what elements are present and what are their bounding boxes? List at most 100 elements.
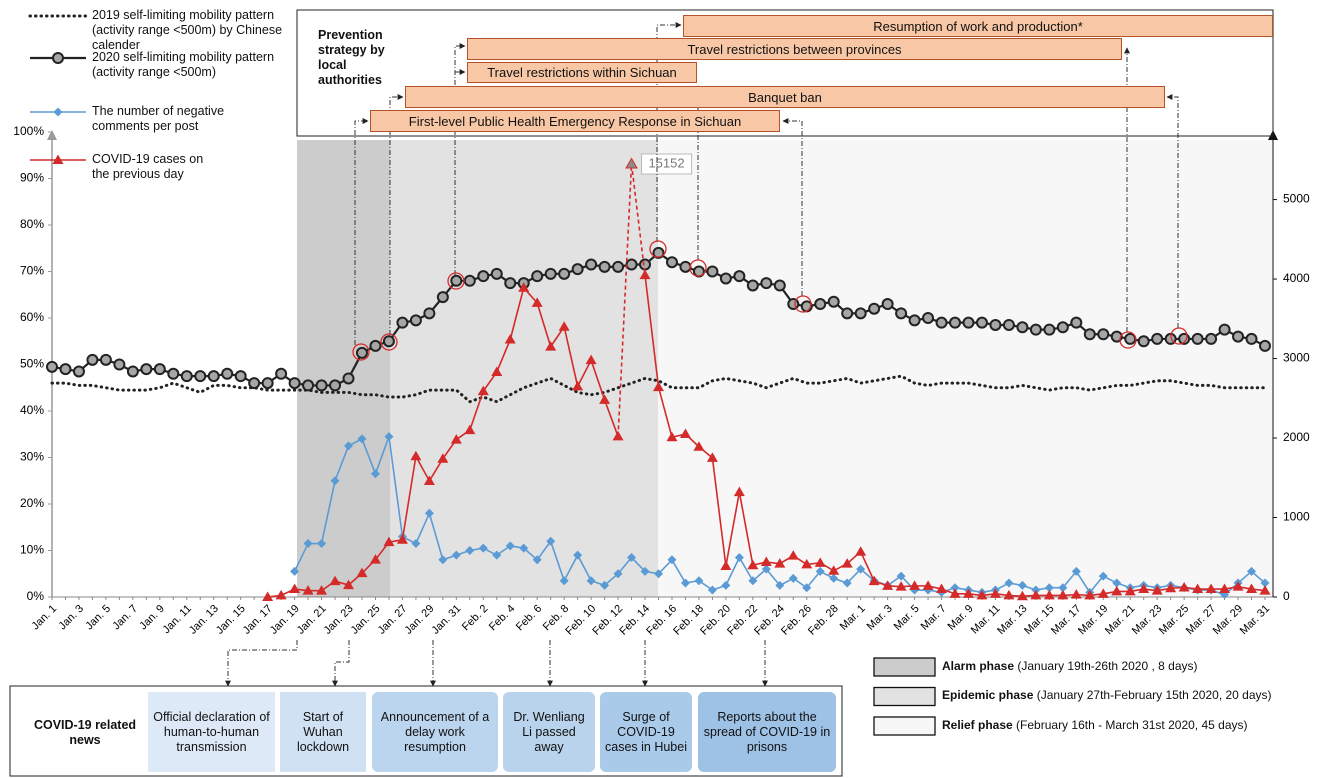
highlight-circle: [447, 272, 465, 290]
point-marker: [437, 453, 449, 463]
phase-detail: (January 19th-26th 2020 , 8 days): [1017, 659, 1198, 673]
x-tick-label: Jan. 31: [430, 603, 464, 637]
connector: [656, 22, 682, 242]
point-marker: [572, 380, 584, 391]
point-marker: [1138, 583, 1150, 594]
point-marker: [505, 541, 515, 551]
point-marker: [423, 475, 435, 485]
value-label: 15152: [648, 155, 684, 170]
point-marker: [558, 321, 570, 331]
point-marker: [719, 272, 732, 285]
point-marker: [748, 576, 758, 586]
point-marker: [344, 441, 354, 451]
x-tick-label: Feb. 2: [460, 603, 491, 634]
point-marker: [396, 534, 408, 544]
highlight-circle: [1170, 327, 1188, 345]
point-marker: [625, 258, 638, 271]
point-marker: [451, 550, 461, 560]
phase-swatch: [873, 686, 936, 707]
x-tick-label: Jan. 25: [349, 603, 383, 637]
point-marker: [707, 585, 717, 595]
point-marker: [140, 363, 153, 376]
point-marker: [356, 567, 368, 578]
point-marker: [545, 341, 557, 351]
off-scale-marker: [625, 157, 638, 169]
point-marker: [1191, 332, 1204, 345]
point-marker: [815, 566, 825, 576]
point-marker: [288, 377, 301, 390]
point-marker: [571, 263, 584, 276]
point-marker: [369, 554, 381, 564]
x-tick-label: Feb. 4: [487, 603, 518, 634]
break-connector: [617, 163, 633, 437]
point-marker: [1232, 581, 1244, 591]
point-marker: [329, 379, 342, 392]
point-marker: [881, 298, 894, 311]
point-marker: [1083, 328, 1096, 341]
point-marker: [559, 576, 569, 586]
point-marker: [504, 333, 516, 344]
point-marker: [989, 588, 1001, 598]
point-marker: [627, 552, 637, 562]
connector: [225, 640, 298, 687]
point-marker: [424, 508, 434, 518]
series-line: [50, 374, 1267, 404]
point-marker: [734, 552, 744, 562]
point-marker: [546, 536, 556, 546]
x-tick-label: Mar. 3: [865, 603, 895, 633]
point-marker: [761, 564, 771, 574]
news-item: Official declaration of human-to-human t…: [148, 692, 275, 772]
news-item: Surge of COVID-19 cases in Hubei: [600, 692, 692, 772]
point-marker: [1218, 323, 1231, 336]
point-marker: [532, 555, 542, 565]
point-marker: [613, 569, 623, 579]
measure-bar: Travel restrictions within Sichuan: [467, 62, 697, 83]
point-marker: [99, 353, 112, 366]
point-marker: [868, 302, 881, 315]
point-marker: [1110, 330, 1123, 343]
x-tick-label: Mar. 1: [838, 603, 868, 633]
point-marker: [450, 274, 463, 287]
y-tick-label: 40%: [20, 403, 44, 417]
point-marker: [639, 269, 651, 280]
point-marker: [167, 367, 180, 380]
point-marker: [788, 573, 798, 583]
x-tick-label: Jan. 5: [83, 603, 113, 633]
x-tick-label: Feb. 6: [514, 603, 545, 634]
point-marker: [1004, 578, 1014, 588]
point-marker: [962, 316, 975, 329]
prevention-box: [296, 9, 1274, 137]
point-marker: [1098, 571, 1108, 581]
point-marker: [221, 367, 234, 380]
connector: [332, 640, 350, 687]
point-marker: [599, 394, 611, 404]
legend-label: 2019 self-limiting mobility pattern (act…: [92, 8, 283, 52]
point-marker: [343, 579, 355, 590]
y2-tick-label: 0: [1283, 589, 1290, 603]
y2-tick-label: 5000: [1283, 192, 1310, 206]
point-marker: [1137, 335, 1150, 348]
annotation-layer: [9, 9, 1274, 777]
x-tick-label: Jan. 23: [322, 603, 356, 637]
point-marker: [1029, 323, 1042, 336]
point-marker: [1058, 583, 1068, 593]
point-marker: [290, 566, 300, 576]
legend-marker: [52, 52, 64, 64]
phase-legend-entry: Epidemic phase (January 27th-February 15…: [942, 688, 1272, 702]
point-marker: [1259, 339, 1271, 352]
point-marker: [46, 360, 58, 373]
phase-name: Epidemic phase: [942, 688, 1034, 702]
point-marker: [1165, 582, 1177, 593]
point-marker: [194, 370, 207, 383]
point-marker: [694, 576, 704, 586]
point-marker: [895, 581, 907, 591]
highlight-circle: [380, 333, 398, 351]
point-marker: [531, 297, 543, 307]
y2-tick-label: 3000: [1283, 351, 1310, 365]
point-marker: [814, 298, 827, 311]
connector: [354, 118, 369, 345]
phase-name: Alarm phase: [942, 659, 1015, 673]
point-marker: [1178, 581, 1190, 592]
